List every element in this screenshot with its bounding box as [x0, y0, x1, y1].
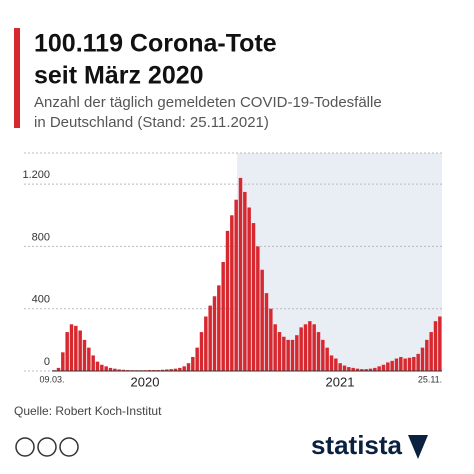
bar — [286, 339, 290, 371]
bar — [78, 330, 82, 371]
bar — [312, 324, 316, 371]
bar — [282, 336, 286, 371]
bar — [342, 365, 347, 371]
bar — [121, 369, 126, 371]
y-tick-label: 1.200 — [22, 169, 50, 181]
bar — [65, 332, 69, 371]
bar — [199, 332, 204, 371]
bar — [238, 177, 243, 371]
bar — [165, 369, 169, 371]
bar — [433, 321, 438, 371]
bar — [381, 364, 386, 371]
bar — [247, 207, 251, 371]
bar — [269, 308, 273, 371]
x-tick-label: 25.11. — [418, 374, 442, 384]
bar — [204, 316, 208, 371]
bar — [87, 347, 91, 371]
bar — [351, 367, 355, 371]
bar — [347, 367, 351, 371]
y-tick-label: 800 — [32, 231, 50, 243]
bar — [290, 339, 295, 371]
bar — [429, 332, 433, 371]
y-tick-label: 0 — [44, 356, 50, 368]
bar — [56, 367, 61, 371]
title-line: 100.119 Corona-Tote — [34, 30, 277, 58]
bar — [373, 367, 377, 371]
bar — [212, 296, 217, 371]
bar — [325, 347, 329, 371]
bar — [412, 356, 416, 371]
bar — [360, 369, 364, 371]
y-tick-label: 400 — [32, 294, 50, 306]
bar — [251, 223, 256, 371]
bar — [403, 358, 407, 371]
bar — [277, 332, 282, 371]
bar — [321, 339, 325, 371]
bar — [416, 353, 420, 371]
bar — [260, 269, 264, 371]
source: Quelle: Robert Koch-Institut — [14, 404, 162, 418]
bar — [104, 366, 108, 371]
brand: statista — [311, 430, 403, 460]
bar — [61, 352, 65, 371]
bar — [74, 325, 78, 371]
bar — [221, 262, 225, 371]
bar — [117, 369, 121, 371]
year-label: 2021 — [326, 374, 355, 389]
bar — [295, 335, 299, 371]
bar — [82, 339, 87, 371]
bar — [191, 356, 195, 371]
bar — [303, 324, 308, 371]
subtitle-line: Anzahl der täglich gemeldeten COVID-19-T… — [34, 94, 382, 111]
bar — [69, 324, 74, 371]
subtitle-line: in Deutschland (Stand: 25.11.2021) — [34, 114, 269, 131]
bar — [273, 324, 277, 371]
bar — [338, 363, 342, 371]
bar — [186, 363, 191, 371]
license-icons — [15, 437, 79, 457]
bar — [234, 199, 238, 371]
bar — [225, 230, 230, 371]
bar — [394, 358, 399, 371]
bar — [407, 357, 412, 371]
bar — [386, 362, 390, 371]
bar — [243, 191, 247, 371]
bar — [108, 367, 113, 371]
bar — [334, 358, 338, 371]
bar — [364, 369, 368, 371]
brand-icon — [408, 435, 428, 459]
bar — [368, 368, 373, 371]
bar — [355, 368, 360, 371]
bar — [100, 364, 104, 371]
bar — [308, 321, 312, 371]
bar — [178, 367, 182, 371]
bar — [316, 332, 321, 371]
bar — [390, 360, 394, 371]
bar — [438, 316, 442, 371]
bar — [91, 355, 95, 371]
bar — [195, 347, 199, 371]
bar — [299, 327, 303, 371]
bar — [208, 305, 212, 371]
bar — [169, 369, 173, 371]
bar — [113, 368, 117, 371]
bar — [256, 246, 260, 371]
x-tick-label: 09.03. — [39, 374, 64, 384]
bar — [420, 347, 425, 371]
bar — [217, 285, 221, 371]
bar — [329, 355, 334, 371]
bar — [173, 368, 178, 371]
bar — [377, 366, 381, 371]
bar — [230, 215, 234, 371]
accent-bar — [14, 28, 20, 128]
title-line: seit März 2020 — [34, 62, 204, 90]
bar — [95, 361, 100, 371]
bar — [182, 366, 186, 371]
bar — [264, 293, 269, 371]
bar — [399, 356, 403, 371]
bar — [425, 339, 429, 371]
year-label: 2020 — [131, 374, 160, 389]
bar — [160, 369, 165, 371]
